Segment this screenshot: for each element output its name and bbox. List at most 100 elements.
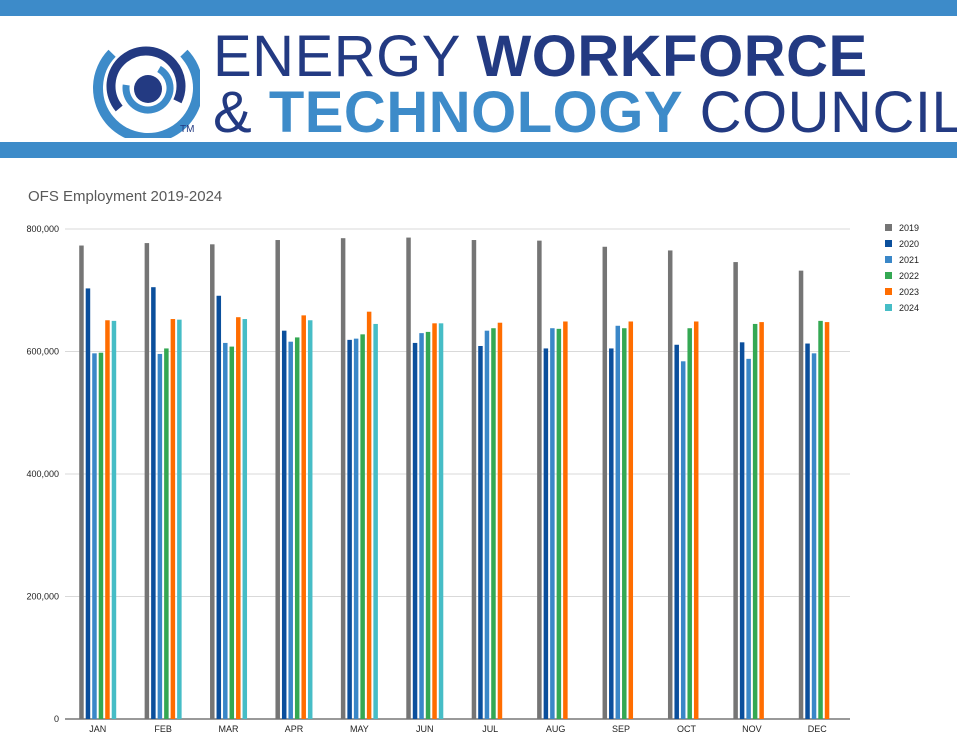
bar-apr-2024 [307,320,313,719]
brand-line-2: & TECHNOLOGY COUNCIL [213,84,957,142]
bar-oct-2019 [667,250,673,719]
legend-label-2024: 2024 [899,303,919,313]
bar-dec-2023 [824,322,830,719]
bar-sep-2021 [615,325,621,719]
legend-swatch-2020 [885,240,892,247]
bar-jun-2022 [425,331,431,719]
legend-swatch-2023 [885,288,892,295]
bar-may-2022 [360,334,365,719]
bar-jun-2021 [419,333,424,719]
bar-jan-2024 [111,320,117,719]
bar-jul-2021 [484,330,490,719]
bar-jul-2022 [491,328,496,719]
bar-jul-2023 [497,322,503,719]
legend-swatch-2024 [885,304,892,311]
bar-jul-2020 [478,345,483,719]
legend-label-2020: 2020 [899,239,919,249]
x-tick-label: APR [285,724,304,734]
legend-label-2023: 2023 [899,287,919,297]
bar-oct-2021 [680,361,686,719]
y-tick-label: 0 [54,714,59,724]
bar-jan-2021 [92,353,97,719]
legend-swatch-2019 [885,224,892,231]
bar-jun-2019 [406,237,411,719]
bar-jan-2020 [85,288,91,719]
bar-feb-2020 [151,287,156,719]
bar-apr-2022 [294,337,300,719]
bar-mar-2023 [236,317,241,719]
x-tick-label: MAY [350,724,369,734]
bar-may-2019 [340,238,346,719]
bar-mar-2022 [229,346,235,719]
bar-jan-2022 [98,352,104,719]
x-tick-label: NOV [742,724,762,734]
brand-word-workforce: WORKFORCE [476,24,868,89]
bar-aug-2019 [537,240,542,719]
header-bottom-band [0,142,957,158]
y-tick-label: 400,000 [26,469,59,479]
x-tick-label: MAR [219,724,240,734]
brand-line-1: ENERGY WORKFORCE [213,28,868,86]
bar-oct-2023 [693,321,699,719]
bar-sep-2020 [609,348,614,719]
bar-jan-2019 [79,245,84,719]
bar-dec-2020 [805,343,810,719]
bar-feb-2021 [157,353,163,719]
x-tick-label: DEC [808,724,828,734]
bar-mar-2019 [210,244,215,719]
bar-apr-2023 [301,315,306,719]
bar-aug-2022 [556,328,562,719]
bar-feb-2024 [177,319,182,719]
y-tick-label: 200,000 [26,592,59,602]
bar-nov-2020 [739,342,745,719]
bar-jun-2023 [432,323,437,719]
legend-label-2021: 2021 [899,255,919,265]
bar-dec-2022 [818,320,823,719]
bar-oct-2022 [687,328,692,719]
x-tick-label: JUN [416,724,434,734]
bar-nov-2023 [759,322,764,719]
bar-sep-2019 [602,246,608,719]
bar-sep-2023 [628,321,634,719]
bar-jan-2023 [105,320,110,719]
x-tick-label: FEB [154,724,172,734]
bar-apr-2019 [275,240,280,719]
trademark-label: TM [180,124,195,135]
bar-nov-2021 [746,358,751,719]
bar-dec-2019 [798,270,804,719]
header-top-band [0,0,957,16]
bar-nov-2022 [752,323,758,719]
bar-feb-2019 [144,243,150,719]
legend-swatch-2022 [885,272,892,279]
x-tick-label: JUL [482,724,498,734]
council-logo-icon [93,33,200,138]
bar-dec-2021 [811,353,817,719]
bar-aug-2020 [543,348,549,719]
y-tick-label: 600,000 [26,347,59,357]
legend-label-2022: 2022 [899,271,919,281]
bar-mar-2024 [242,319,248,719]
bar-mar-2021 [223,342,228,719]
brand-word-technology: TECHNOLOGY [268,80,684,145]
bar-nov-2019 [733,262,738,719]
x-tick-label: AUG [546,724,566,734]
x-tick-label: JAN [89,724,106,734]
bar-sep-2022 [622,328,627,719]
bar-jul-2019 [471,240,477,719]
bar-feb-2023 [170,319,176,719]
bar-oct-2020 [674,344,679,719]
legend-label-2019: 2019 [899,223,919,233]
bar-may-2024 [373,323,378,719]
brand-ampersand: & [213,80,253,145]
x-tick-label: OCT [677,724,697,734]
chart-title: OFS Employment 2019-2024 [28,188,223,205]
brand-word-council: COUNCIL [699,80,957,145]
x-tick-label: SEP [612,724,630,734]
bar-mar-2020 [216,295,222,719]
bar-jun-2020 [412,342,418,719]
bar-aug-2023 [563,321,568,719]
bar-apr-2021 [288,341,293,719]
bar-may-2023 [366,311,372,719]
y-tick-label: 800,000 [26,224,59,234]
